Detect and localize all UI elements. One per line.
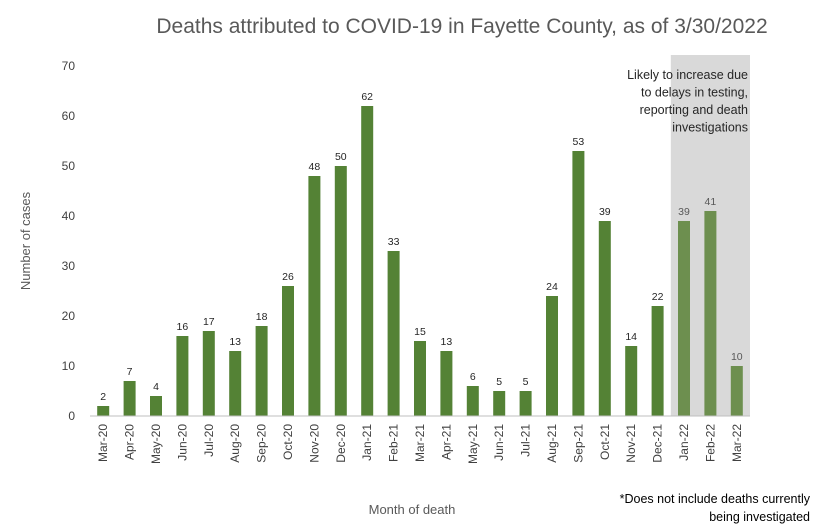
x-tick-label: Mar-21 [413, 424, 427, 462]
x-tick-label: Apr-20 [123, 424, 137, 460]
x-tick-label: Aug-21 [545, 424, 559, 463]
y-tick-label: 50 [62, 159, 76, 173]
x-tick-label: Apr-21 [439, 424, 453, 460]
x-tick-label: Nov-21 [624, 424, 638, 463]
bar-mar-22 [730, 366, 743, 416]
bar-value-label: 41 [705, 196, 717, 208]
x-axis-title: Month of death [369, 502, 456, 517]
bar-jun-21 [493, 391, 506, 416]
x-tick-label: Feb-22 [703, 424, 717, 462]
bar-oct-21 [598, 221, 611, 416]
bar-sep-21 [572, 151, 585, 416]
x-tick-label: Jul-21 [519, 424, 533, 457]
bar-value-label: 4 [153, 381, 159, 393]
bar-dec-20 [334, 166, 347, 416]
bar-value-label: 10 [731, 351, 743, 363]
x-tick-label: Jul-20 [202, 424, 216, 457]
bar-aug-20 [229, 351, 242, 416]
bar-value-label: 5 [496, 376, 502, 388]
y-tick-label: 20 [62, 309, 76, 323]
bar-jul-20 [202, 331, 215, 416]
bar-value-label: 15 [414, 326, 426, 338]
x-tick-label: Oct-21 [598, 424, 612, 460]
bar-value-label: 50 [335, 151, 347, 163]
x-tick-label: Feb-21 [387, 424, 401, 462]
bar-value-label: 24 [546, 281, 558, 293]
y-axis-title: Number of cases [18, 191, 33, 290]
bar-apr-20 [123, 381, 136, 416]
chart-title: Deaths attributed to COVID-19 in Fayette… [156, 15, 767, 38]
y-tick-label: 70 [62, 59, 76, 73]
bar-value-label: 18 [256, 311, 268, 323]
bar-value-label: 33 [388, 236, 400, 248]
bar-value-label: 62 [361, 91, 373, 103]
bar-value-label: 14 [625, 331, 637, 343]
x-tick-label: Aug-20 [228, 424, 242, 463]
bar-value-label: 26 [282, 271, 294, 283]
bar-value-label: 17 [203, 316, 215, 328]
x-tick-label: Dec-21 [651, 424, 665, 463]
y-tick-label: 40 [62, 209, 76, 223]
bar-feb-21 [387, 251, 400, 416]
bar-mar-21 [414, 341, 426, 416]
bar-oct-20 [282, 286, 294, 416]
bar-nov-20 [308, 176, 321, 416]
bar-jan-21 [361, 106, 374, 416]
footnote: *Does not include deaths currently being … [620, 492, 811, 524]
bar-jul-21 [519, 391, 532, 416]
bar-jun-20 [176, 336, 189, 416]
y-tick-label: 0 [68, 409, 75, 423]
x-tick-label: May-21 [466, 424, 480, 464]
bar-value-label: 53 [573, 136, 585, 148]
x-tick-label: Oct-20 [281, 424, 295, 460]
x-tick-label: Nov-20 [307, 424, 321, 463]
bar-may-21 [466, 386, 479, 416]
bar-value-label: 16 [177, 321, 189, 333]
bar-value-label: 5 [523, 376, 529, 388]
y-tick-label: 10 [62, 359, 76, 373]
bar-dec-21 [651, 306, 664, 416]
x-tick-label: Jan-21 [360, 424, 374, 461]
x-tick-label: Mar-20 [96, 424, 110, 462]
bar-jan-22 [678, 221, 690, 416]
x-tick-label: Jan-22 [677, 424, 691, 461]
x-tick-label: Sep-21 [571, 424, 585, 463]
bar-sep-20 [255, 326, 268, 416]
x-tick-label: Jun-20 [175, 424, 189, 461]
bar-nov-21 [625, 346, 638, 416]
x-tick-label: Mar-22 [730, 424, 744, 462]
bar-mar-20 [97, 406, 110, 416]
bar-value-label: 6 [470, 371, 476, 383]
bar-value-label: 22 [652, 291, 664, 303]
bar-value-label: 2 [100, 391, 106, 403]
bar-value-label: 13 [441, 336, 453, 348]
y-tick-label: 60 [62, 109, 76, 123]
bar-aug-21 [546, 296, 558, 416]
bar-value-label: 48 [309, 161, 321, 173]
bar-apr-21 [440, 351, 453, 416]
x-tick-label: May-20 [149, 424, 163, 464]
bar-value-label: 39 [678, 206, 690, 218]
y-tick-label: 30 [62, 259, 76, 273]
x-tick-label: Jun-21 [492, 424, 506, 461]
bar-value-label: 39 [599, 206, 611, 218]
x-tick-label: Sep-20 [255, 424, 269, 463]
x-tick-label: Dec-20 [334, 424, 348, 463]
bar-may-20 [150, 396, 162, 416]
bar-value-label: 7 [127, 366, 133, 378]
bar-value-label: 13 [229, 336, 241, 348]
shaded-region-annotation: Likely to increase due to delays in testi… [627, 68, 748, 135]
bar-feb-22 [704, 211, 717, 416]
